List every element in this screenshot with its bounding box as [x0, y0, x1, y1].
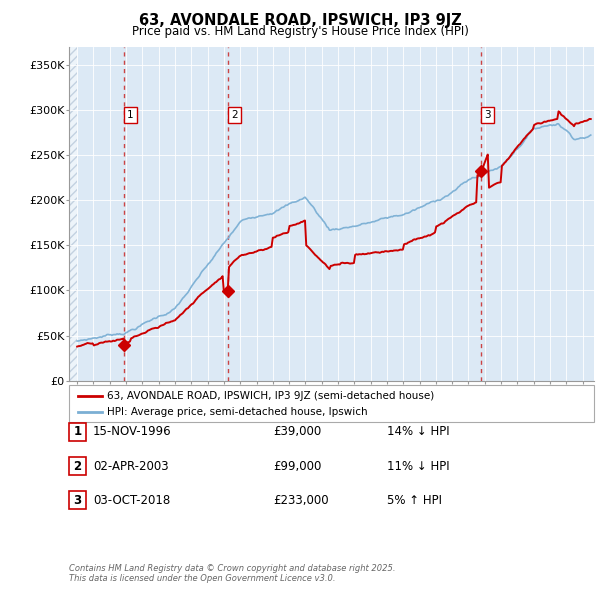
- Text: 03-OCT-2018: 03-OCT-2018: [93, 494, 170, 507]
- Text: £99,000: £99,000: [273, 460, 322, 473]
- Text: Contains HM Land Registry data © Crown copyright and database right 2025.
This d: Contains HM Land Registry data © Crown c…: [69, 563, 395, 583]
- Text: 02-APR-2003: 02-APR-2003: [93, 460, 169, 473]
- Text: £39,000: £39,000: [273, 425, 321, 438]
- Text: HPI: Average price, semi-detached house, Ipswich: HPI: Average price, semi-detached house,…: [107, 407, 367, 417]
- Text: 63, AVONDALE ROAD, IPSWICH, IP3 9JZ: 63, AVONDALE ROAD, IPSWICH, IP3 9JZ: [139, 13, 461, 28]
- Text: 1: 1: [73, 425, 82, 438]
- Text: 11% ↓ HPI: 11% ↓ HPI: [387, 460, 449, 473]
- Text: 2: 2: [73, 460, 82, 473]
- Text: Price paid vs. HM Land Registry's House Price Index (HPI): Price paid vs. HM Land Registry's House …: [131, 25, 469, 38]
- Text: £233,000: £233,000: [273, 494, 329, 507]
- Text: 3: 3: [73, 494, 82, 507]
- Text: 14% ↓ HPI: 14% ↓ HPI: [387, 425, 449, 438]
- Text: 15-NOV-1996: 15-NOV-1996: [93, 425, 172, 438]
- Text: 5% ↑ HPI: 5% ↑ HPI: [387, 494, 442, 507]
- Text: 3: 3: [484, 110, 491, 120]
- Text: 2: 2: [231, 110, 238, 120]
- Text: 63, AVONDALE ROAD, IPSWICH, IP3 9JZ (semi-detached house): 63, AVONDALE ROAD, IPSWICH, IP3 9JZ (sem…: [107, 391, 434, 401]
- Text: 1: 1: [127, 110, 134, 120]
